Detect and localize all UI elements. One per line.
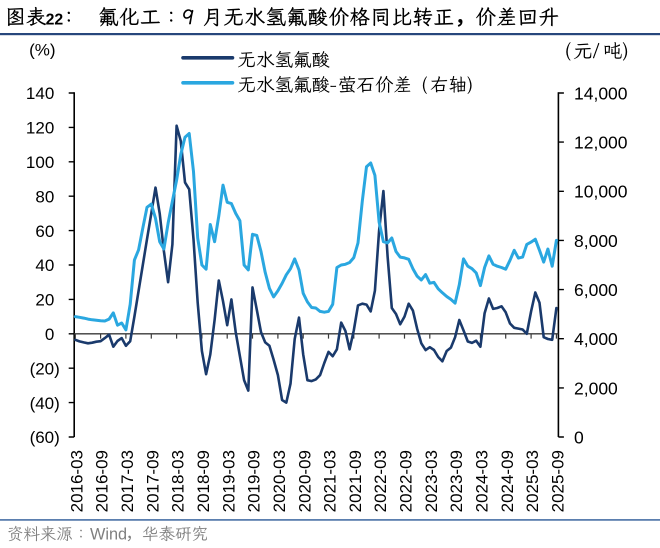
svg-text:2022-03: 2022-03 — [371, 450, 390, 512]
svg-text:2016-03: 2016-03 — [67, 450, 86, 512]
svg-text:2017-09: 2017-09 — [143, 450, 162, 512]
svg-text:10,000: 10,000 — [574, 182, 628, 202]
svg-text:2025-09: 2025-09 — [549, 450, 568, 512]
svg-text:(20): (20) — [30, 359, 60, 378]
svg-text:60: 60 — [35, 222, 54, 241]
svg-text:20: 20 — [35, 291, 54, 310]
svg-text:8,000: 8,000 — [574, 231, 618, 251]
svg-text:0: 0 — [45, 325, 54, 344]
svg-text:2025-03: 2025-03 — [523, 450, 542, 512]
svg-text:120: 120 — [26, 119, 54, 138]
svg-text:2017-03: 2017-03 — [118, 450, 137, 512]
svg-text:140: 140 — [26, 84, 54, 103]
svg-text:2019-09: 2019-09 — [245, 450, 264, 512]
svg-text:22: 22 — [46, 12, 64, 29]
svg-text:2024-03: 2024-03 — [473, 450, 492, 512]
svg-text:2,000: 2,000 — [574, 378, 618, 398]
svg-text:2024-09: 2024-09 — [498, 450, 517, 512]
svg-text:12,000: 12,000 — [574, 133, 628, 153]
svg-text:(60): (60) — [30, 428, 60, 447]
svg-text:(40): (40) — [30, 394, 60, 413]
svg-text:2023-03: 2023-03 — [422, 450, 441, 512]
svg-text:2021-09: 2021-09 — [346, 450, 365, 512]
svg-text:4,000: 4,000 — [574, 329, 618, 349]
svg-text:2018-09: 2018-09 — [194, 450, 213, 512]
svg-text:80: 80 — [35, 187, 54, 206]
svg-text:0: 0 — [574, 427, 584, 447]
svg-text:100: 100 — [26, 153, 54, 172]
svg-text:Wind: Wind — [90, 526, 127, 544]
svg-text:2020-09: 2020-09 — [295, 450, 314, 512]
svg-text:40: 40 — [35, 256, 54, 275]
svg-text:2023-09: 2023-09 — [447, 450, 466, 512]
svg-text:2022-09: 2022-09 — [397, 450, 416, 512]
svg-text:6,000: 6,000 — [574, 280, 618, 300]
svg-text:14,000: 14,000 — [574, 83, 628, 103]
svg-text:2020-03: 2020-03 — [270, 450, 289, 512]
svg-text:(%): (%) — [29, 41, 55, 60]
svg-text:2019-03: 2019-03 — [219, 450, 238, 512]
svg-text:2018-03: 2018-03 — [169, 450, 188, 512]
svg-text:2021-03: 2021-03 — [321, 450, 340, 512]
svg-text:2016-09: 2016-09 — [93, 450, 112, 512]
